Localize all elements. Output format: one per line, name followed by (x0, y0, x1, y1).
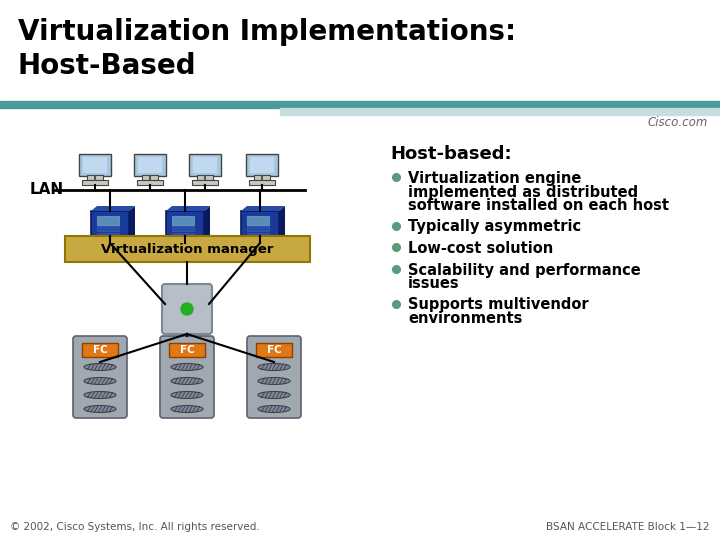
Circle shape (181, 303, 193, 315)
Text: Host-based:: Host-based: (390, 145, 512, 163)
Bar (137, 180, 163, 185)
Bar (0, 101, 720, 108)
Bar (247, 233, 269, 238)
Text: BSAN ACCELERATE Block 1—12: BSAN ACCELERATE Block 1—12 (546, 522, 710, 532)
Ellipse shape (258, 392, 290, 399)
Text: Virtualization engine: Virtualization engine (408, 171, 581, 186)
Bar (247, 216, 269, 225)
Text: © 2002, Cisco Systems, Inc. All rights reserved.: © 2002, Cisco Systems, Inc. All rights r… (10, 522, 260, 532)
Ellipse shape (171, 363, 203, 370)
Text: Cisco.com: Cisco.com (647, 116, 708, 129)
Text: Scalability and performance: Scalability and performance (408, 262, 641, 278)
Bar (250, 157, 274, 173)
Ellipse shape (258, 363, 290, 370)
Text: FC: FC (179, 345, 194, 355)
Bar (192, 180, 218, 185)
Bar (197, 175, 213, 180)
Text: Low-cost solution: Low-cost solution (408, 241, 553, 256)
Polygon shape (166, 206, 210, 211)
FancyBboxPatch shape (246, 154, 278, 176)
Polygon shape (204, 206, 210, 243)
Text: Virtualization Implementations:: Virtualization Implementations: (18, 18, 516, 46)
Text: implemented as distributed: implemented as distributed (408, 185, 638, 199)
Bar (82, 343, 118, 357)
Ellipse shape (84, 363, 116, 370)
Bar (280, 108, 720, 115)
Bar (142, 175, 158, 180)
Bar (256, 343, 292, 357)
Bar (249, 180, 275, 185)
Ellipse shape (258, 377, 290, 384)
Bar (87, 175, 103, 180)
Bar (193, 157, 217, 173)
Text: Virtualization manager: Virtualization manager (101, 242, 273, 255)
Bar (166, 211, 204, 243)
Ellipse shape (258, 406, 290, 413)
Ellipse shape (171, 377, 203, 384)
FancyBboxPatch shape (134, 154, 166, 176)
Bar (172, 226, 194, 231)
Bar (247, 226, 269, 231)
Bar (241, 211, 279, 243)
Ellipse shape (84, 392, 116, 399)
Bar (169, 343, 205, 357)
Text: FC: FC (266, 345, 282, 355)
FancyBboxPatch shape (79, 154, 111, 176)
Bar (172, 216, 194, 225)
Bar (83, 157, 107, 173)
Bar (65, 236, 310, 262)
FancyBboxPatch shape (160, 336, 214, 418)
Text: environments: environments (408, 311, 523, 326)
FancyBboxPatch shape (247, 336, 301, 418)
Bar (254, 175, 270, 180)
Ellipse shape (84, 406, 116, 413)
Bar (138, 157, 162, 173)
Text: LAN: LAN (30, 183, 64, 198)
Ellipse shape (84, 377, 116, 384)
Polygon shape (241, 206, 285, 211)
Bar (97, 233, 119, 238)
FancyBboxPatch shape (73, 336, 127, 418)
Text: Supports multivendor: Supports multivendor (408, 298, 589, 313)
Text: Host-Based: Host-Based (18, 52, 197, 80)
Polygon shape (129, 206, 135, 243)
Text: FC: FC (93, 345, 107, 355)
Ellipse shape (171, 406, 203, 413)
Polygon shape (91, 206, 135, 211)
Bar (82, 180, 108, 185)
Bar (91, 211, 129, 243)
Bar (97, 216, 119, 225)
FancyBboxPatch shape (162, 284, 212, 334)
Polygon shape (279, 206, 285, 243)
Text: Typically asymmetric: Typically asymmetric (408, 219, 581, 234)
Text: issues: issues (408, 276, 459, 291)
Bar (172, 233, 194, 238)
Bar (97, 226, 119, 231)
Ellipse shape (171, 392, 203, 399)
FancyBboxPatch shape (189, 154, 221, 176)
Text: software installed on each host: software installed on each host (408, 198, 669, 213)
